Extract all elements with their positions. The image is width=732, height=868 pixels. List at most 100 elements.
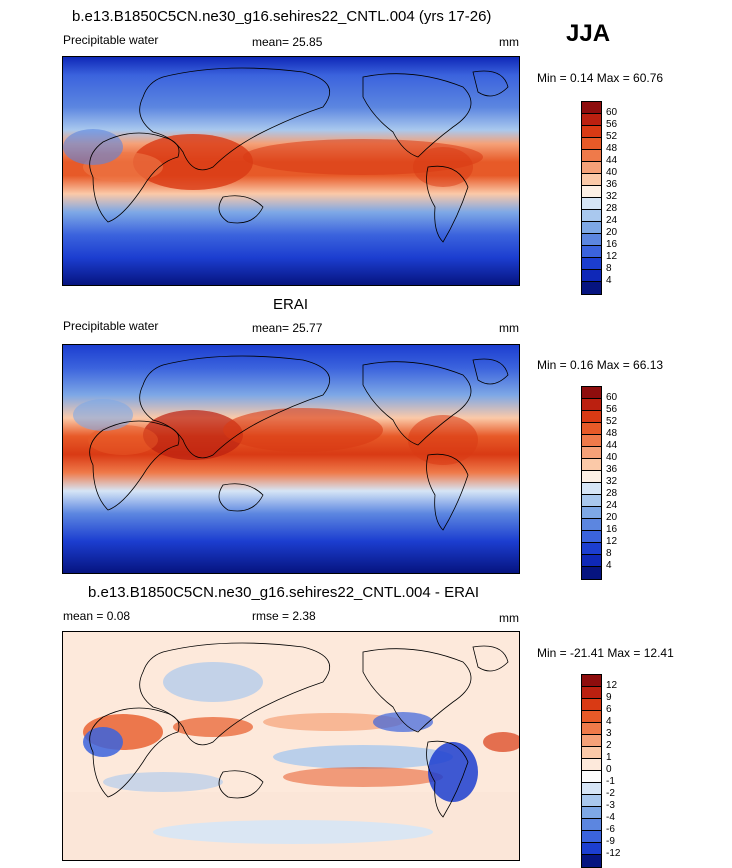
- panel3-colorbar-tick: -12: [606, 848, 621, 859]
- panel3-colorbar-tick: 3: [606, 728, 612, 739]
- colorbar-segment: [582, 555, 601, 567]
- colorbar-segment: [582, 543, 601, 555]
- colorbar-segment: [582, 198, 601, 210]
- panel2-colorbar-tick: 12: [606, 536, 618, 547]
- panel1-colorbar-tick: 12: [606, 251, 618, 262]
- panel1-coastlines: [89, 67, 509, 243]
- colorbar-segment: [582, 246, 601, 258]
- panel3-mean-label: mean = 0.08: [63, 609, 131, 623]
- colorbar-segment: [582, 843, 601, 855]
- colorbar-segment: [582, 531, 601, 543]
- panel3-minmax-label: Min = -21.41 Max = 12.41: [537, 646, 674, 660]
- panel3-colorbar-tick: -3: [606, 800, 615, 811]
- colorbar-segment: [582, 222, 601, 234]
- panel3-colorbar-tick: 9: [606, 692, 612, 703]
- panel3-units-label: mm: [499, 611, 519, 625]
- colorbar-segment: [582, 258, 601, 270]
- panel1-colorbar-tick: 36: [606, 179, 618, 190]
- panel1-colorbar-tick: 52: [606, 131, 618, 142]
- panel2-colorbar-tick: 24: [606, 500, 618, 511]
- panel2-colorbar-tick: 8: [606, 548, 612, 559]
- panel1-minmax-label: Min = 0.14 Max = 60.76: [537, 71, 664, 85]
- panel3-title: b.e13.B1850C5CN.ne30_g16.sehires22_CNTL.…: [88, 584, 480, 601]
- colorbar-segment: [582, 699, 601, 711]
- panel2-colorbar-tick: 36: [606, 464, 618, 475]
- colorbar-segment: [582, 483, 601, 495]
- panel2-title: ERAI: [273, 296, 309, 313]
- panel2-colorbar-tick: 56: [606, 404, 618, 415]
- panel1-colorbar-tick: 44: [606, 155, 618, 166]
- panel2-coastlines: [89, 355, 509, 531]
- panel2-colorbar-tick: 60: [606, 392, 618, 403]
- panel3-colorbar-tick: 6: [606, 704, 612, 715]
- panel1-colorbar-tick: 4: [606, 275, 612, 286]
- colorbar-segment: [582, 831, 601, 843]
- colorbar-segment: [582, 282, 601, 294]
- colorbar-segment: [582, 459, 601, 471]
- panel1-colorbar-tick: 48: [606, 143, 618, 154]
- colorbar-segment: [582, 270, 601, 282]
- colorbar-segment: [582, 150, 601, 162]
- panel1-colorbar-tick: 24: [606, 215, 618, 226]
- panel1-colorbar-tick: 60: [606, 107, 618, 118]
- panel3-colorbar-tick: 1: [606, 752, 612, 763]
- panel3-colorbar-tick: -9: [606, 836, 615, 847]
- colorbar-segment: [582, 234, 601, 246]
- panel2-units-label: mm: [499, 321, 519, 335]
- panel3-colorbar-tick: 0: [606, 764, 612, 775]
- panel1-map-field: [63, 57, 519, 285]
- colorbar-segment: [582, 447, 601, 459]
- panel3-colorbar-tick: 4: [606, 716, 612, 727]
- colorbar-segment: [582, 423, 601, 435]
- colorbar-segment: [582, 759, 601, 771]
- colorbar-segment: [582, 186, 601, 198]
- panel1-colorbar-tick: 28: [606, 203, 618, 214]
- panel2-minmax-label: Min = 0.16 Max = 66.13: [537, 358, 664, 372]
- colorbar-segment: [582, 102, 601, 114]
- colorbar-segment: [582, 675, 601, 687]
- panel2-colorbar-tick: 40: [606, 452, 618, 463]
- panel2-colorbar-tick: 16: [606, 524, 618, 535]
- colorbar-segment: [582, 567, 601, 579]
- colorbar-segment: [582, 399, 601, 411]
- colorbar-segment: [582, 855, 601, 867]
- colorbar-segment: [582, 387, 601, 399]
- panel2-variable-label: Precipitable water: [63, 319, 159, 333]
- panel2-colorbar-tick: 20: [606, 512, 618, 523]
- panel2-map-field: [63, 345, 519, 573]
- panel2-map: [62, 344, 520, 574]
- colorbar-segment: [582, 138, 601, 150]
- colorbar-segment: [582, 807, 601, 819]
- panel1-colorbar-tick: 32: [606, 191, 618, 202]
- panel3-rmse-label: rmse = 2.38: [252, 609, 316, 623]
- panel2-colorbar-tick: 4: [606, 560, 612, 571]
- colorbar-segment: [582, 495, 601, 507]
- colorbar-segment: [582, 795, 601, 807]
- panel1-map: [62, 56, 520, 286]
- panel3-colorbar: [581, 674, 602, 868]
- colorbar-segment: [582, 507, 601, 519]
- panel3-colorbar-tick: 2: [606, 740, 612, 751]
- panel1-colorbar: [581, 101, 602, 295]
- panel3-map-field: [63, 632, 519, 860]
- panel3-colorbar-tick: -6: [606, 824, 615, 835]
- panel3-map: [62, 631, 520, 861]
- colorbar-segment: [582, 126, 601, 138]
- panel2-colorbar-tick: 32: [606, 476, 618, 487]
- colorbar-segment: [582, 711, 601, 723]
- colorbar-segment: [582, 735, 601, 747]
- colorbar-segment: [582, 471, 601, 483]
- panel2-colorbar-tick: 48: [606, 428, 618, 439]
- panel2-mean-label: mean= 25.77: [252, 321, 323, 335]
- colorbar-segment: [582, 771, 601, 783]
- colorbar-segment: [582, 411, 601, 423]
- colorbar-segment: [582, 783, 601, 795]
- panel1-units-label: mm: [499, 35, 519, 49]
- colorbar-segment: [582, 723, 601, 735]
- panel3-colorbar-tick: -2: [606, 788, 615, 799]
- panel2-colorbar: [581, 386, 602, 580]
- colorbar-segment: [582, 747, 601, 759]
- colorbar-segment: [582, 519, 601, 531]
- panel1-colorbar-tick: 56: [606, 119, 618, 130]
- colorbar-segment: [582, 174, 601, 186]
